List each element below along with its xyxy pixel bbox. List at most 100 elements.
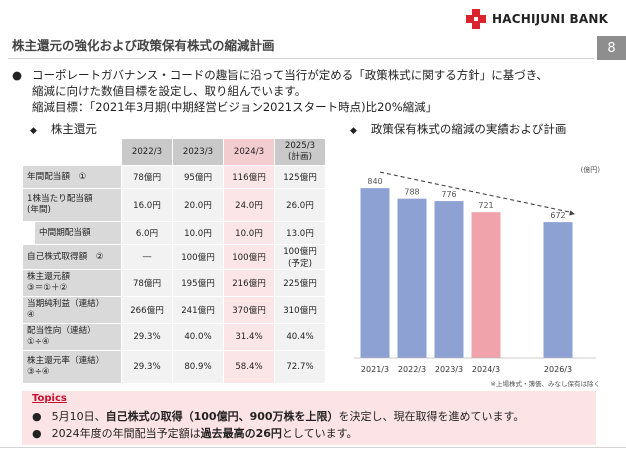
table-cell: 216億円 [224, 270, 274, 296]
intro-line-1: コーポレートガバナンス・コードの趣旨に沿って当行が定める「政策株式に関する方針」… [32, 68, 548, 82]
intro-line-3: 縮減目標：「2021年3月期(中期経営ビジョン2021スタート時点)比20%縮減… [32, 100, 438, 114]
policy-shares-chart: (億円) 840 2021/3 788 2022/3 776 2023/3 721 2024/… [354, 165, 601, 388]
chart-bar [360, 188, 390, 358]
topics-item-1: ● 5月10日、自己株式の取得（100億円、900万株を上限）を決定し、現在取得を… [32, 408, 524, 424]
table-cell: 13.0円 [275, 222, 325, 244]
chart-data-label: 788 [404, 188, 419, 197]
row-label: 自己株式取得額 ② [23, 245, 121, 269]
table-cell: 29.3% [122, 324, 172, 350]
topics-box: Topics ● 5月10日、自己株式の取得（100億円、900万株を上限）を決定… [22, 391, 596, 445]
chart-data-label: 776 [441, 190, 456, 199]
table-row: 株主還元額 ③＝①＋② 78億円 195億円 216億円 225億円 [23, 270, 325, 296]
chart-tick-label: 2026/3 [544, 365, 572, 374]
row-label-text: 中間期配当額 [35, 222, 121, 244]
table-row: 年間配当額 ① 78億円 95億円 116億円 125億円 [23, 166, 325, 188]
table-cell: 40.4% [275, 324, 325, 350]
chart-bar [397, 198, 427, 358]
column-header: 2023/3 [173, 139, 223, 165]
topics-emphasis: 自己株式の取得（100億円、900万株を上限） [105, 410, 339, 423]
topics-bullet: ● [32, 427, 42, 440]
chart-tick-label: 2021/3 [361, 365, 389, 374]
diamond-marker-icon: ◆ [350, 126, 357, 136]
chart-bar [543, 222, 573, 358]
topics-text: を決定し、現在取得を進めています。 [338, 410, 525, 423]
shareholder-return-table: 2022/3 2023/3 2024/3 2025/3 (計画) 年間配当額 ①… [22, 138, 326, 384]
table-cell: 10.0円 [173, 222, 223, 244]
topics-text: 5月10日、 [51, 410, 106, 423]
table-corner [23, 139, 121, 165]
chart-tick-label: 2022/3 [398, 365, 426, 374]
chart-unit-label: (億円) [581, 165, 601, 174]
row-label: 株主還元率（連結） ③÷④ [23, 351, 121, 383]
chart-bar [434, 201, 464, 358]
table-header-row: 2022/3 2023/3 2024/3 2025/3 (計画) [23, 139, 325, 165]
table-cell: 29.3% [122, 351, 172, 383]
table-cell: 195億円 [173, 270, 223, 296]
topics-text: としています。 [281, 427, 358, 440]
table-cell: 100億円 [173, 245, 223, 269]
trend-arrowhead-icon [569, 210, 575, 216]
table-cell: 16.0円 [122, 189, 172, 221]
policy-heading: ◆ 政策保有株式の縮減の実績および計画 [350, 121, 566, 137]
chart-footnote: ※上場株式・簿価、みなし保有は除く [491, 379, 600, 388]
intro-line-2: 縮減に向けた数値目標を設定し、取り組んでいます。 [32, 84, 307, 98]
table-cell: 80.9% [173, 351, 223, 383]
trend-line [379, 171, 571, 213]
topics-text: 2024年度の年間配当予定額は [51, 427, 201, 440]
table-cell: 310億円 [275, 297, 325, 323]
table-cell: 78億円 [122, 166, 172, 188]
table-row: 1株当たり配当額 (年間) 16.0円 20.0円 24.0円 26.0円 [23, 189, 325, 221]
row-label: 配当性向（連結） ①÷④ [23, 324, 121, 350]
table-cell: 241億円 [173, 297, 223, 323]
table-cell: 26.0円 [275, 189, 325, 221]
chart-data-label: 840 [367, 177, 382, 186]
chart-data-label: 721 [478, 201, 493, 210]
table-cell: 266億円 [122, 297, 172, 323]
table-row: 株主還元率（連結） ③÷④ 29.3% 80.9% 58.4% 72.7% [23, 351, 325, 383]
intro-bullet: ● [12, 68, 23, 82]
bottom-divider [0, 447, 626, 448]
table-row: 自己株式取得額 ② ― 100億円 100億円 100億円 (予定) [23, 245, 325, 269]
page-title: 株主還元の強化および政策保有株式の縮減計画 [12, 38, 275, 53]
diamond-marker-icon: ◆ [30, 126, 37, 136]
table-row: 配当性向（連結） ①÷④ 29.3% 40.0% 31.4% 40.4% [23, 324, 325, 350]
table-cell: 370億円 [224, 297, 274, 323]
table-cell: 10.0円 [224, 222, 274, 244]
row-label: 1株当たり配当額 (年間) [23, 189, 121, 221]
table-cell: 78億円 [122, 270, 172, 296]
column-header: 2024/3 [224, 139, 274, 165]
chart-tick-label: 2023/3 [435, 365, 463, 374]
table-cell: 72.7% [275, 351, 325, 383]
topics-heading: Topics [32, 393, 67, 404]
title-divider [8, 58, 594, 59]
table-cell: 125億円 [275, 166, 325, 188]
table-cell: 40.0% [173, 324, 223, 350]
table-cell: ― [122, 245, 172, 269]
topics-bullet: ● [32, 410, 42, 423]
chart-bar [471, 212, 501, 358]
table-row: 中間期配当額 6.0円 10.0円 10.0円 13.0円 [23, 222, 325, 244]
topics-emphasis: 過去最高の26円 [200, 427, 282, 440]
bank-logo: HACHIJUNI BANK [466, 9, 608, 29]
column-header: 2022/3 [122, 139, 172, 165]
table-cell: 24.0円 [224, 189, 274, 221]
shareholder-title: 株主還元 [50, 122, 97, 136]
table-cell: 58.4% [224, 351, 274, 383]
chart-data-label: 672 [550, 211, 565, 220]
row-label: 当期純利益（連結） ④ [23, 297, 121, 323]
table-cell: 31.4% [224, 324, 274, 350]
table-cell: 20.0円 [173, 189, 223, 221]
table-cell: 6.0円 [122, 222, 172, 244]
column-header: 2025/3 (計画) [275, 139, 325, 165]
table-cell: 100億円 [224, 245, 274, 269]
policy-title: 政策保有株式の縮減の実績および計画 [370, 122, 567, 136]
logo-mark-icon [466, 9, 486, 29]
table-cell: 225億円 [275, 270, 325, 296]
topics-item-2: ● 2024年度の年間配当予定額は過去最高の26円としています。 [32, 425, 358, 441]
table-cell: 116億円 [224, 166, 274, 188]
page-number: 8 [597, 36, 626, 60]
row-label: 中間期配当額 [23, 222, 121, 244]
row-label: 株主還元額 ③＝①＋② [23, 270, 121, 296]
table-row: 当期純利益（連結） ④ 266億円 241億円 370億円 310億円 [23, 297, 325, 323]
table-cell: 100億円 (予定) [275, 245, 325, 269]
